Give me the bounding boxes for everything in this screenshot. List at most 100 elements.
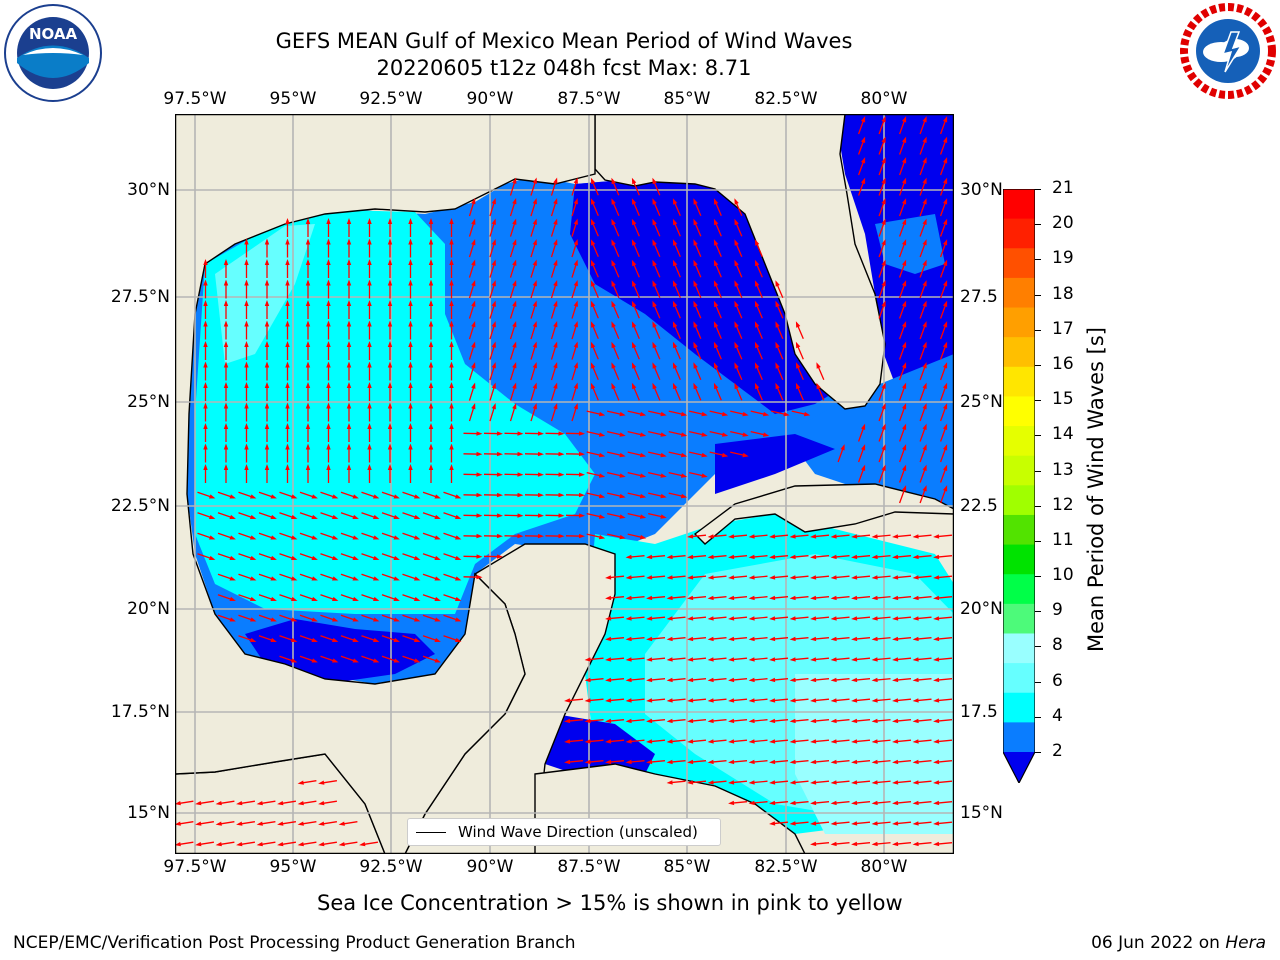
footer-date-text: 06 Jun 2022 on	[1091, 933, 1226, 953]
lat-tick-right: 30°N	[960, 180, 1003, 200]
wind-arrow-head	[652, 382, 657, 390]
wind-arrow-head	[861, 157, 866, 164]
wind-arrow-head	[902, 362, 907, 369]
wind-arrow-head	[631, 362, 637, 369]
wind-arrow-head	[933, 554, 940, 560]
wind-arrow-head	[693, 239, 698, 246]
wind-arrow-head	[687, 739, 694, 744]
wind-arrow-head	[646, 718, 653, 724]
wind-arrow-head	[605, 739, 612, 744]
wind-arrow-head	[943, 300, 948, 307]
wind-arrow-head	[305, 443, 311, 450]
wind-arrow-head	[881, 464, 886, 471]
wind-arrow-head	[660, 514, 667, 519]
lat-tick-right: 17.5	[960, 702, 998, 722]
wind-arrow-head	[795, 341, 801, 349]
wind-arrow-head	[573, 300, 578, 307]
wind-arrow-head	[881, 280, 886, 287]
wind-arrow-head	[244, 341, 249, 347]
wind-arrow-head	[367, 259, 372, 265]
lon-tick-top: 92.5°W	[359, 89, 423, 109]
wind-arrow-head	[912, 554, 919, 560]
wind-arrow-head	[707, 677, 714, 683]
colorbar-tick-label: 21	[1052, 178, 1074, 198]
colorbar-segment	[1003, 692, 1035, 723]
wind-arrow-head	[346, 402, 352, 409]
wind-arrow-head	[373, 658, 380, 663]
wind-arrow-head	[672, 198, 678, 205]
wind-arrow-head	[707, 759, 714, 765]
wind-arrow-head	[326, 279, 331, 286]
wind-arrow-head	[195, 821, 202, 826]
wind-arrow-head	[881, 444, 886, 451]
wind-arrow-head	[687, 616, 694, 621]
wind-arrow-head	[195, 801, 202, 806]
wind-arrow-head	[619, 534, 626, 540]
wind-arrow-head	[881, 198, 886, 205]
wind-arrow-head	[434, 555, 441, 560]
wind-arrow-head	[532, 341, 537, 348]
wind-arrow-head	[810, 718, 817, 724]
wind-arrow-head	[871, 616, 878, 621]
wind-arrow-head	[590, 341, 596, 349]
wind-arrow-head	[332, 555, 339, 560]
wind-arrow-head	[256, 842, 263, 847]
wind-arrow-head	[810, 739, 817, 744]
wind-arrow-head	[754, 259, 760, 267]
wind-arrow-head	[652, 239, 657, 246]
wind-arrow-head	[393, 617, 400, 622]
wind-arrow-head	[270, 514, 277, 519]
wind-arrow-head	[666, 657, 673, 662]
wind-arrow-head	[646, 595, 653, 601]
wind-arrow-head	[352, 596, 359, 601]
wind-arrow-head	[652, 280, 657, 287]
wind-arrow-head	[769, 698, 776, 703]
wind-arrow-head	[728, 698, 735, 703]
wind-arrow-head	[646, 636, 653, 642]
colorbar-segment	[1003, 248, 1035, 279]
wind-arrow-head	[471, 218, 476, 225]
wind-arrow-head	[769, 657, 776, 662]
wind-arrow-head	[810, 575, 817, 580]
wind-arrow-head	[902, 341, 907, 348]
wind-arrow-head	[578, 431, 585, 436]
wind-arrow-head	[728, 800, 735, 806]
colorbar-tick-label: 13	[1052, 459, 1074, 480]
wind-arrow-head	[810, 780, 817, 785]
wind-arrow-head	[393, 576, 400, 581]
colorbar-tick	[1035, 611, 1041, 613]
wind-arrow-head	[646, 575, 653, 580]
sea-ice-note: Sea Ice Concentration > 15% is shown in …	[317, 891, 903, 915]
wind-arrow-head	[332, 514, 339, 519]
wind-arrow-head	[175, 821, 181, 826]
wind-arrow-head	[318, 780, 325, 785]
wind-arrow-head	[851, 595, 858, 601]
wind-arrow-head	[943, 321, 948, 328]
lon-tick-top: 85°W	[663, 89, 711, 109]
lon-tick-top: 95°W	[269, 89, 317, 109]
wind-arrow-head	[687, 575, 694, 580]
wind-arrow-head	[605, 759, 612, 765]
wind-arrow-head	[830, 841, 837, 847]
wind-arrow-head	[871, 698, 878, 703]
wind-arrow-head	[625, 657, 632, 662]
wind-arrow-head	[393, 555, 400, 560]
map-svg	[174, 113, 955, 855]
wind-arrow-head	[748, 759, 755, 765]
wind-arrow-head	[830, 616, 837, 621]
wind-arrow-head	[229, 617, 236, 622]
wind-arrow-head	[491, 239, 496, 246]
wind-arrow-head	[680, 493, 688, 499]
wind-arrow-head	[332, 576, 339, 581]
wind-arrow-head	[639, 534, 647, 540]
wind-arrow-head	[367, 341, 372, 347]
colorbar-tick	[1035, 470, 1041, 472]
lat-tick-left: 15°N	[127, 803, 170, 823]
wind-arrow-head	[693, 341, 698, 349]
wind-arrow-head	[851, 677, 858, 683]
wind-arrow-head	[762, 411, 770, 417]
colorbar-tick	[1035, 400, 1041, 402]
wind-arrow-head	[851, 718, 858, 724]
wind-arrow-head	[532, 218, 537, 225]
lon-tick-bottom: 95°W	[269, 857, 317, 877]
